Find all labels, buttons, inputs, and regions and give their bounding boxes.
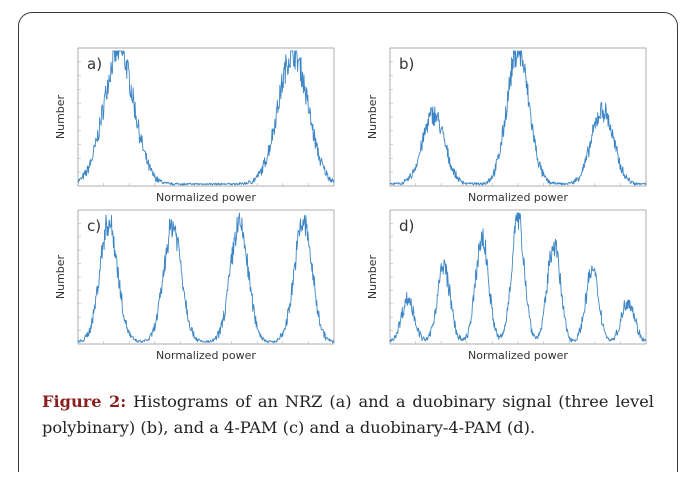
caption-text: Histograms of an NRZ (a) and a duobinary… [42, 392, 654, 437]
histogram-panel-3: c) Normalized power Number [54, 209, 335, 362]
histogram-panel-1: a) Normalized power Number [54, 47, 335, 204]
histogram-trace [77, 212, 335, 344]
caption-label: Figure 2: [42, 392, 127, 411]
panel-tag: a) [87, 55, 102, 73]
figure-frame [18, 12, 678, 472]
histogram-trace [389, 50, 647, 186]
plot-frame [389, 209, 647, 345]
plot-frame [77, 47, 335, 187]
plot-frame [77, 209, 335, 345]
panel-tag: d) [399, 217, 414, 235]
x-axis-label: Normalized power [156, 191, 256, 204]
panel-tag: c) [87, 217, 101, 235]
histogram-panel-4: d) Normalized power Number [366, 209, 647, 362]
y-axis-label: Number [366, 94, 379, 139]
histogram-trace [389, 212, 647, 343]
histogram-panel-2: b) Normalized power Number [366, 47, 647, 204]
x-axis-label: Normalized power [156, 349, 256, 362]
x-axis-label: Normalized power [468, 349, 568, 362]
y-axis-label: Number [366, 254, 379, 299]
figure-caption: Figure 2: Histograms of an NRZ (a) and a… [42, 389, 654, 441]
panel-tag: b) [399, 55, 414, 73]
y-axis-label: Number [54, 254, 67, 299]
histogram-trace [77, 50, 335, 186]
x-axis-label: Normalized power [468, 191, 568, 204]
y-axis-label: Number [54, 94, 67, 139]
